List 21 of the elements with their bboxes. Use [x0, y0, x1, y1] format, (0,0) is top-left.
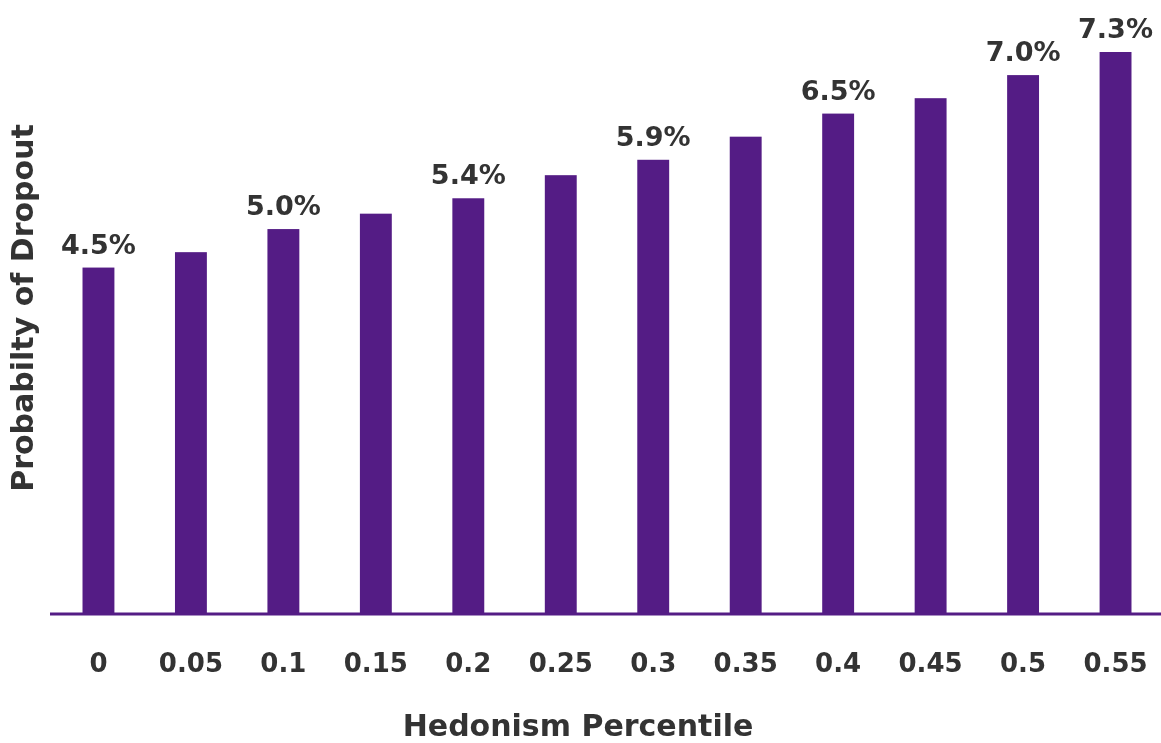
y-axis-title: Probabilty of Dropout: [5, 124, 40, 492]
x-tick-label: 0.15: [343, 648, 408, 678]
x-tick-label: 0.35: [713, 648, 778, 678]
x-tick-label: 0.4: [815, 648, 862, 678]
data-label: 7.3%: [1078, 13, 1153, 44]
x-tick-label: 0: [89, 648, 108, 678]
x-tick-label: 0.1: [260, 648, 307, 678]
data-label: 6.5%: [800, 74, 876, 106]
data-label: 5.0%: [245, 190, 321, 222]
x-tick-label: 0.45: [898, 648, 963, 678]
data-label: 5.9%: [615, 120, 691, 152]
x-tick-label: 0.25: [528, 648, 593, 678]
data-label: 4.5%: [61, 228, 136, 260]
x-tick-label: 0.05: [158, 648, 223, 678]
x-tick-label: 0.3: [630, 648, 677, 678]
x-tick-label: 0.5: [1000, 648, 1047, 678]
data-label: 5.4%: [430, 159, 506, 191]
data-label: 7.0%: [985, 36, 1061, 68]
x-tick-label: 0.2: [445, 648, 492, 678]
x-tick-label: 0.55: [1083, 648, 1148, 678]
x-axis-title: Hedonism Percentile: [402, 708, 754, 743]
